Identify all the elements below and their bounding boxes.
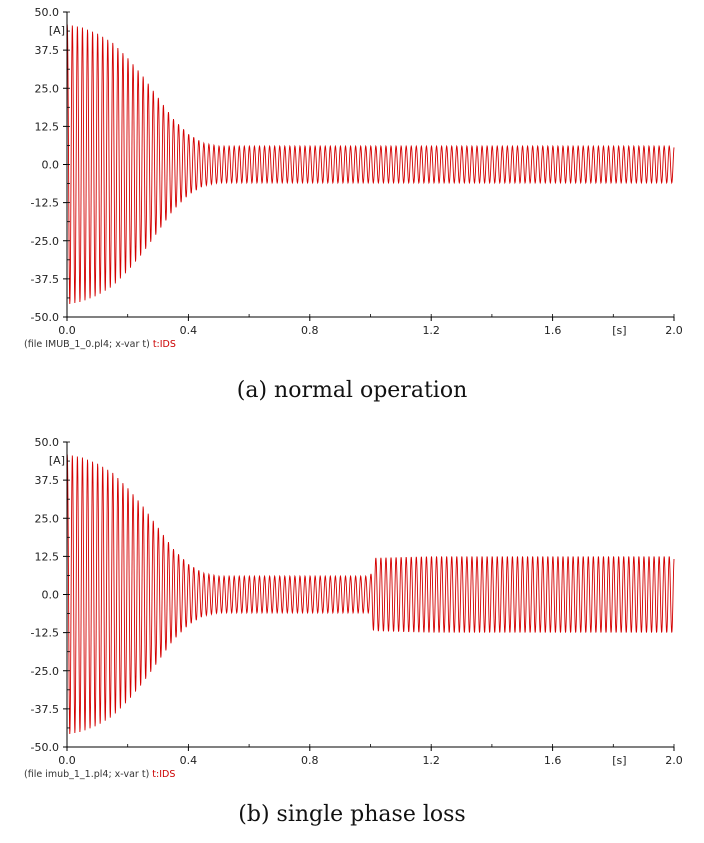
chart-a-y-tick-label: 37.5 <box>35 44 60 57</box>
chart-b-y-tick-label: 25.0 <box>35 512 60 525</box>
chart-a-y-unit-label: [A] <box>49 24 65 37</box>
chart-a-series-ids-line <box>66 24 675 305</box>
chart-a-y-tick-label: -25.0 <box>31 235 59 248</box>
chart-a-y-tick-label: 50.0 <box>35 6 60 19</box>
chart-b-x-tick-label: 1.6 <box>544 754 562 767</box>
chart-b-x-tick-label: 1.2 <box>422 754 440 767</box>
chart-b-y-unit-label: [A] <box>49 454 65 467</box>
chart-b-y-tick-label: 37.5 <box>35 474 60 487</box>
chart-b-y-tick-label: -25.0 <box>31 665 59 678</box>
chart-a-x-tick-label: 0.4 <box>180 324 198 337</box>
chart-a-x-tick-label: 1.2 <box>422 324 440 337</box>
chart-b-y-tick-label: -12.5 <box>31 627 59 640</box>
chart-a-x-tick-label: 0.8 <box>301 324 319 337</box>
chart-a-x-tick-label: 0.0 <box>58 324 76 337</box>
chart-b-y-tick-label: -37.5 <box>31 703 59 716</box>
chart-b-caption: (b) single phase loss <box>238 802 466 827</box>
chart-panel-b: 50.0 37.5 25.0 12.5 0.0 -12.5 -25.0 -37.5 -50.0 0… <box>0 430 704 843</box>
chart-a-x-unit-label: [s] <box>612 324 626 337</box>
chart-a-y-tick-label: 12.5 <box>35 120 60 133</box>
chart-b-x-tick-label: 2.0 <box>665 754 683 767</box>
chart-b-x-tick-label: 0.8 <box>301 754 319 767</box>
chart-a-footer-var: t:IDS <box>153 339 176 350</box>
chart-a-caption: (a) normal operation <box>236 378 468 403</box>
chart-b-x-tick-label: 0.4 <box>180 754 198 767</box>
chart-b-y-tick-label: -50.0 <box>31 741 59 754</box>
chart-a-y-tick-label: -50.0 <box>31 311 59 324</box>
chart-a-x-tick-label: 2.0 <box>665 324 683 337</box>
chart-a-svg: 50.037.525.012.50.0-12.5-25.0-37.5-50.00… <box>24 6 683 350</box>
chart-b-svg: 50.037.525.012.50.0-12.5-25.0-37.5-50.00… <box>24 436 683 780</box>
chart-b-x-tick-label: 0.0 <box>58 754 76 767</box>
chart-a-footer-file: (file IMUB_1_0.pl4; x-var t) <box>24 339 153 350</box>
chart-b-y-tick-label: 0.0 <box>42 589 60 602</box>
chart-a-y-tick-label: 0.0 <box>42 159 60 172</box>
chart-b-footer: (file imub_1_1.pl4; x-var t) t:IDS <box>24 769 175 780</box>
chart-b-y-tick-label: 50.0 <box>35 436 60 449</box>
chart-a-y-tick-label: 25.0 <box>35 82 60 95</box>
chart-b-footer-var: t:IDS <box>152 769 175 780</box>
chart-a-y-tick-label: -37.5 <box>31 273 59 286</box>
chart-a-y-tick-label: -12.5 <box>31 197 59 210</box>
chart-a-x-tick-label: 1.6 <box>544 324 562 337</box>
chart-b-series-ids-line <box>66 454 675 735</box>
chart-a-footer: (file IMUB_1_0.pl4; x-var t) t:IDS <box>24 339 176 350</box>
chart-b-footer-file: (file imub_1_1.pl4; x-var t) <box>24 769 152 780</box>
chart-b-x-unit-label: [s] <box>612 754 626 767</box>
chart-b-y-tick-label: 12.5 <box>35 550 60 563</box>
chart-panel-a: 50.0 37.5 25.0 12.5 0.0 -12.5 -25.0 -37.5 -50.0 0… <box>0 0 704 420</box>
